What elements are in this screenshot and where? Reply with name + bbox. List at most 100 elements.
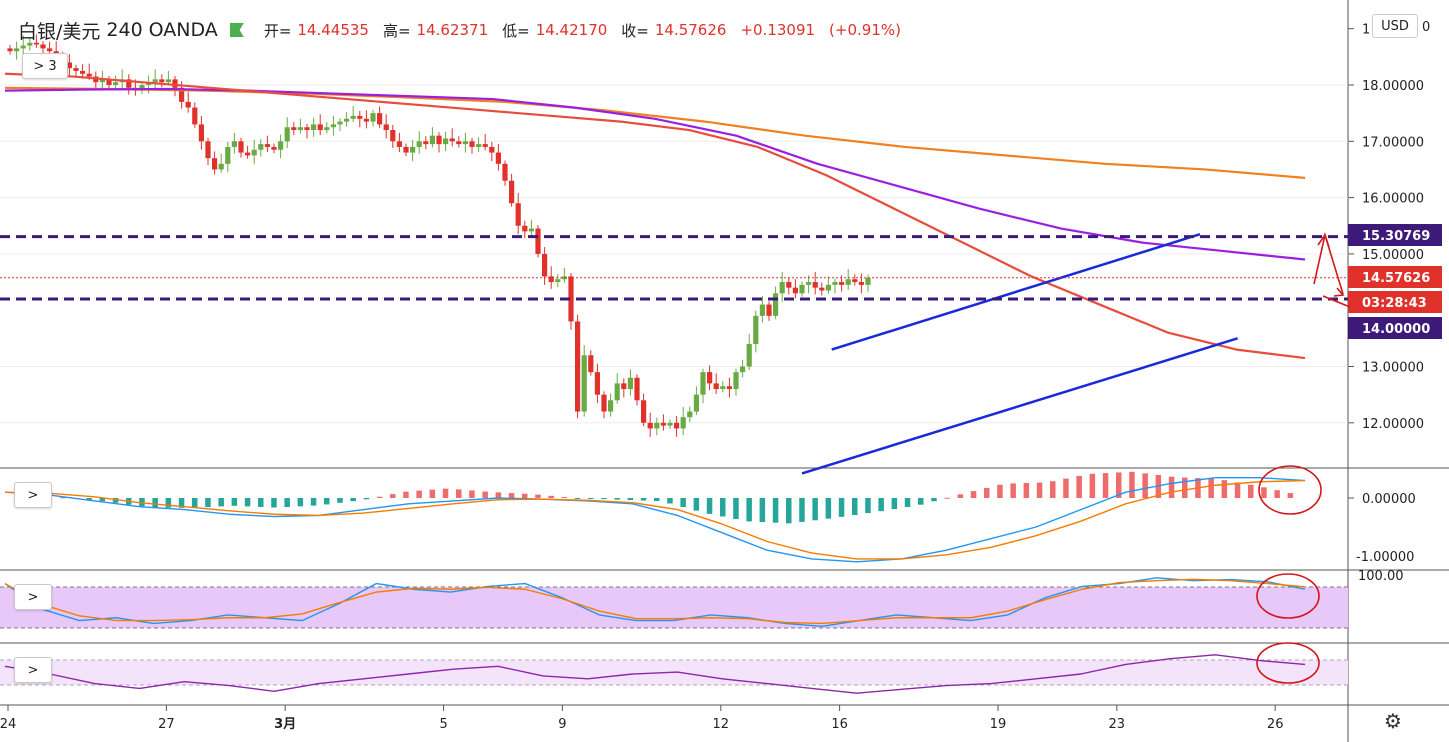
collapse-indicators-button[interactable]: > 3 bbox=[22, 53, 68, 79]
candle-body bbox=[674, 422, 680, 429]
candle-body bbox=[198, 124, 204, 142]
candle-body bbox=[627, 377, 633, 390]
candle-body bbox=[720, 386, 726, 390]
macd-histogram-bar bbox=[931, 498, 937, 502]
macd-histogram-bar bbox=[720, 498, 726, 517]
macd-histogram-bar bbox=[350, 498, 356, 502]
time-tick-label: 23 bbox=[1109, 717, 1126, 732]
rsi-line bbox=[4, 654, 1306, 694]
macd-histogram-bar bbox=[1274, 490, 1280, 498]
candle-body bbox=[390, 130, 396, 142]
candle-body bbox=[535, 228, 541, 254]
candle-body bbox=[812, 282, 818, 288]
open-value: 14.44535 bbox=[297, 21, 369, 39]
candle-body bbox=[773, 293, 779, 316]
candle-body bbox=[654, 422, 660, 429]
candle-body bbox=[528, 228, 534, 232]
chart-header: 白银/美元 240 OANDA 开= 14.44535 高= 14.62371 低=… bbox=[18, 18, 909, 43]
macd-histogram-bar bbox=[376, 496, 383, 498]
channel-lower-line bbox=[801, 337, 1238, 475]
candle-body bbox=[172, 79, 178, 88]
candle-body bbox=[258, 144, 264, 150]
macd-expand-button[interactable]: > bbox=[14, 482, 52, 508]
price-tick-label: 17.00000 bbox=[1362, 135, 1424, 150]
ma-mid-line bbox=[4, 87, 1306, 261]
macd-histogram-bar bbox=[363, 498, 370, 500]
flag-icon[interactable] bbox=[229, 23, 244, 37]
macd-histogram-bar bbox=[1182, 477, 1188, 498]
annotation-ellipse bbox=[1256, 642, 1320, 684]
macd-histogram-bar bbox=[1076, 475, 1082, 498]
candle-body bbox=[251, 149, 257, 156]
candle-body bbox=[502, 163, 508, 181]
macd-histogram-bar bbox=[746, 498, 752, 522]
candle-body bbox=[746, 343, 752, 367]
price-tick-label: 12.00000 bbox=[1362, 417, 1424, 432]
candle-body bbox=[621, 383, 627, 390]
macd-histogram-bar bbox=[640, 498, 647, 501]
currency-button[interactable]: USD bbox=[1372, 14, 1418, 38]
candle-body bbox=[515, 203, 521, 226]
candle-body bbox=[832, 282, 838, 285]
candle-body bbox=[357, 115, 363, 119]
macd-histogram-bar bbox=[1010, 483, 1016, 498]
symbol-name[interactable]: 白银/美元 bbox=[18, 20, 101, 43]
macd-histogram-bar bbox=[838, 498, 845, 517]
macd-histogram-bar bbox=[324, 498, 330, 505]
macd-histogram-bar bbox=[1102, 473, 1109, 498]
macd-histogram-bar bbox=[271, 498, 277, 508]
candle-body bbox=[766, 304, 772, 316]
price-tag bbox=[1348, 291, 1442, 313]
price-tag bbox=[1348, 266, 1442, 288]
candle-body bbox=[806, 282, 812, 285]
macd-histogram-bar bbox=[178, 498, 185, 508]
macd-histogram-bar bbox=[284, 498, 290, 508]
macd-histogram-bar bbox=[258, 498, 264, 507]
macd-histogram-bar bbox=[786, 498, 792, 524]
macd-histogram-bar bbox=[60, 497, 66, 499]
candle-body bbox=[786, 282, 792, 288]
change-percent: (+0.91%) bbox=[829, 21, 901, 39]
time-tick-label: 24 bbox=[0, 717, 16, 732]
candle-body bbox=[858, 282, 864, 285]
macd-histogram-bar bbox=[680, 498, 686, 508]
candle-body bbox=[667, 422, 673, 426]
macd-histogram-bar bbox=[508, 493, 515, 498]
macd-histogram-bar bbox=[231, 498, 238, 506]
macd-histogram-bar bbox=[1050, 481, 1056, 498]
candle-body bbox=[324, 127, 330, 131]
macd-histogram-bar bbox=[799, 498, 805, 522]
macd-histogram-bar bbox=[693, 498, 700, 511]
candle-body bbox=[99, 79, 105, 83]
candle-body bbox=[47, 48, 53, 52]
candle-body bbox=[700, 372, 706, 395]
time-tick-label: 12 bbox=[713, 717, 730, 732]
arrow-head bbox=[1317, 233, 1330, 248]
price-tag-label: 03:28:43 bbox=[1362, 296, 1427, 311]
price-tag-label: 14.57626 bbox=[1362, 271, 1430, 286]
candle-body bbox=[416, 141, 422, 147]
macd-histogram-bar bbox=[1129, 471, 1135, 498]
candle-body bbox=[113, 82, 119, 85]
candle-body bbox=[575, 321, 581, 412]
macd-histogram-bar bbox=[1221, 480, 1228, 498]
interval-label[interactable]: 240 bbox=[106, 19, 143, 41]
candle-body bbox=[106, 79, 112, 85]
candle-body bbox=[647, 422, 653, 429]
gear-icon[interactable]: ⚙ bbox=[1384, 709, 1402, 733]
macd-histogram-bar bbox=[442, 488, 449, 498]
price-tick-label: 15.00000 bbox=[1362, 248, 1424, 263]
rsi-expand-button[interactable]: > bbox=[14, 657, 52, 683]
macd-histogram-bar bbox=[390, 494, 396, 498]
macd-histogram-bar bbox=[1287, 493, 1294, 498]
candle-body bbox=[509, 180, 515, 204]
low-label: 低= bbox=[502, 21, 530, 40]
candle-body bbox=[707, 372, 713, 384]
high-value: 14.62371 bbox=[416, 21, 489, 39]
macd-histogram-bar bbox=[627, 498, 634, 501]
macd-histogram-bar bbox=[205, 498, 211, 508]
high-label: 高= bbox=[382, 21, 411, 40]
stoch-expand-button[interactable]: > bbox=[14, 584, 52, 610]
